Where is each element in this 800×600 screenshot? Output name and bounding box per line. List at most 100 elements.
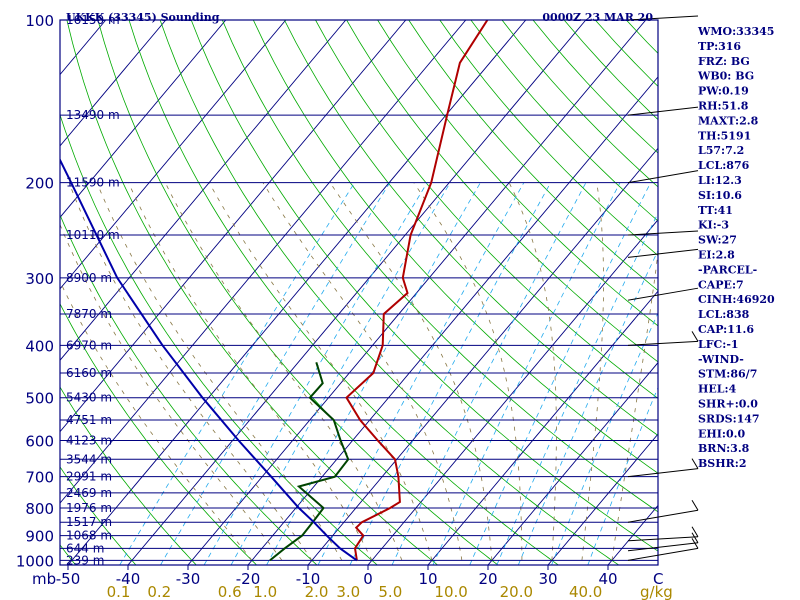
pressure-label: 800	[25, 500, 54, 518]
dry-adiabat-line	[97, 20, 499, 565]
height-label: 6970 m	[66, 338, 112, 352]
pressure-labels: 100 200 300 400 500 600 700 800 900 1000	[16, 12, 54, 570]
temperature-tick-labels: -50 -40 -30 -20 -10 0 10 20 30 40	[56, 565, 618, 588]
isotherm-line	[247, 76, 658, 565]
height-label: 2469 m	[66, 486, 112, 500]
stability-indices-panel: WMO:33345 TP:316 FRZ: BG WB0: BG PW:0.19 RH:5…	[697, 25, 775, 470]
dry-adiabat-line	[60, 113, 378, 565]
height-labels: 16150 m 13490 m 11590 m 10110 m 8900 m 7870 m…	[66, 13, 120, 567]
mixing-ratio-label: 0.2	[147, 583, 171, 600]
temperature-end-label: C	[653, 570, 663, 588]
mixing-ratio-label: 0.6	[218, 583, 242, 600]
dry-adiabat-line	[221, 20, 658, 513]
wind-barb-staff	[627, 340, 699, 346]
mixing-ratio-line	[432, 182, 621, 565]
isotherm-line	[60, 20, 407, 433]
wind-barb-staff	[627, 468, 699, 478]
height-label: 8900 m	[66, 271, 112, 285]
index-line: SRDS:147	[698, 412, 760, 425]
height-label: 11590 m	[66, 176, 120, 190]
height-label: 4751 m	[66, 413, 112, 427]
pressure-label: 400	[25, 337, 54, 355]
parcel-line	[60, 157, 358, 562]
height-label: 10110 m	[66, 228, 120, 242]
wind-barb-flag	[691, 331, 699, 342]
mixing-ratio-line	[349, 182, 551, 565]
mixing-ratio-label: 20.0	[500, 583, 533, 600]
height-label: 5430 m	[66, 391, 112, 405]
index-line: PW:0.19	[698, 85, 749, 98]
index-line: LCL:876	[698, 159, 750, 172]
index-line: MAXT:2.8	[698, 114, 759, 127]
dewpoint-line	[269, 362, 350, 562]
dry-adiabat-line	[346, 20, 658, 363]
wind-barb-staff	[627, 230, 699, 236]
dry-adiabat-line	[60, 303, 257, 565]
temperature-tick-label: -30	[176, 570, 201, 588]
mixing-ratio-line	[119, 182, 355, 565]
temperature-tick-label: -20	[236, 570, 261, 588]
index-line: LFC:-1	[698, 338, 739, 351]
mixing-ratio-line	[469, 182, 651, 565]
wind-barb-flag	[691, 499, 699, 511]
wind-barb-staff	[627, 547, 699, 561]
index-line: WMO:33345	[697, 25, 774, 38]
temperature-tick-label: 20	[478, 570, 497, 588]
index-line: EHI:0.0	[698, 427, 745, 440]
index-line: TT:41	[698, 204, 733, 217]
wind-barb-staff	[627, 509, 699, 523]
dry-adiabat-line	[439, 20, 658, 257]
height-label: 4123 m	[66, 433, 112, 447]
pressure-label: 500	[25, 390, 54, 408]
wind-barb-staff	[627, 536, 699, 542]
pressure-label: 600	[25, 432, 54, 450]
mixing-ratio-label: 0.1	[107, 583, 131, 600]
pressure-label: 300	[25, 270, 54, 288]
wind-barb-flag	[691, 526, 699, 538]
index-line: EI:2.8	[698, 249, 735, 262]
isotherm-line	[67, 20, 527, 565]
wind-barb	[627, 287, 699, 301]
height-label: 1976 m	[66, 501, 112, 515]
isotherm-line	[427, 290, 658, 565]
index-line: TH:5191	[698, 129, 751, 142]
index-line: -PARCEL-	[698, 263, 757, 276]
isotherm-line	[60, 20, 347, 361]
wind-barb-staff	[627, 106, 699, 116]
temperature-tick-label: 0	[363, 570, 373, 588]
dry-adiabat-line	[60, 466, 137, 565]
height-label: 6160 m	[66, 366, 112, 380]
pressure-unit-label: mb	[32, 570, 56, 588]
index-line: HEL:4	[698, 383, 737, 396]
mixing-ratio-unit-label: g/kg	[640, 583, 673, 600]
mixing-ratio-line	[391, 182, 587, 565]
height-label: 1068 m	[66, 529, 112, 543]
isotherm-line	[187, 20, 647, 565]
wind-barb	[627, 106, 699, 116]
temperature-tick-label: 40	[598, 570, 617, 588]
index-line: SI:10.6	[698, 189, 742, 202]
profile-lines	[60, 20, 489, 562]
wind-barb-staff	[627, 542, 699, 552]
index-line: SHR+:0.0	[698, 398, 758, 411]
wind-barb-staff	[627, 287, 699, 301]
wind-barbs	[627, 15, 699, 561]
dry-adiabat-line	[66, 20, 438, 565]
mixing-ratio-line	[160, 182, 391, 565]
index-line: LI:12.3	[698, 174, 742, 187]
mixing-ratio-line	[203, 182, 428, 565]
index-line: STM:86/7	[698, 368, 757, 381]
isotherm-line	[307, 147, 658, 565]
dry-adiabat-line	[252, 20, 658, 474]
dry-adiabat-line	[128, 20, 559, 565]
wind-barb	[627, 331, 699, 346]
isotherm-line	[60, 20, 227, 219]
dry-adiabat-line	[377, 20, 658, 327]
dry-adiabat-line	[408, 20, 658, 291]
wind-barb	[627, 526, 699, 542]
pressure-label: 200	[25, 175, 54, 193]
pressure-label: 900	[25, 528, 54, 546]
wind-barb	[627, 458, 699, 478]
chart-datetime: 0000Z 23 MAR 20	[542, 11, 653, 24]
temperature-line	[345, 20, 489, 561]
